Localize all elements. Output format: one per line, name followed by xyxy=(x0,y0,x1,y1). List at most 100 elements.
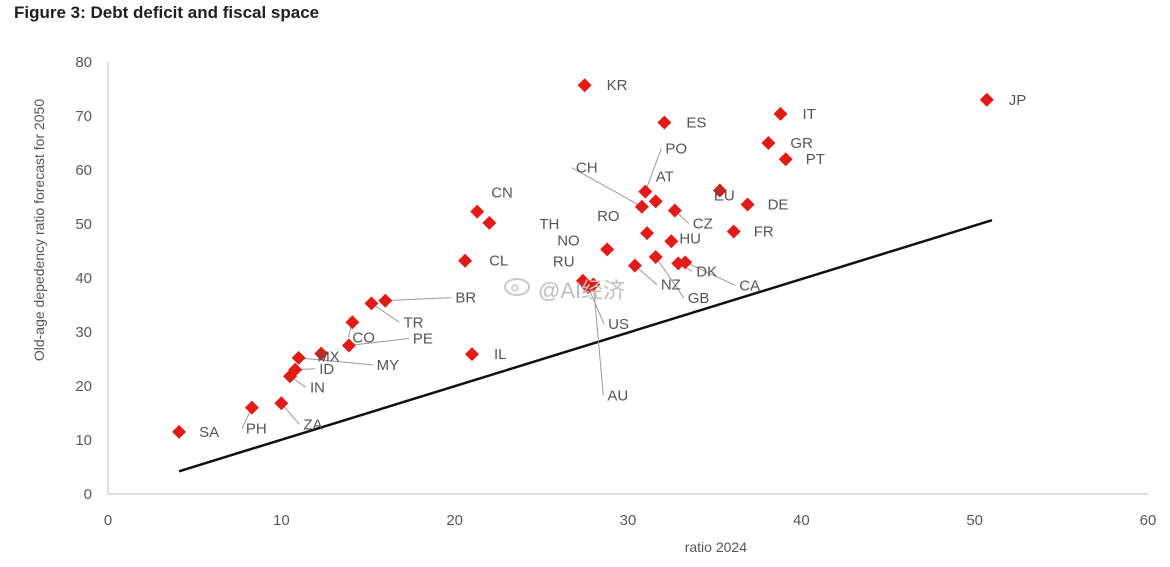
point-label-no: NO xyxy=(557,232,580,249)
point-label-co: CO xyxy=(352,329,375,346)
leader-line xyxy=(348,338,409,346)
data-point-pe xyxy=(341,338,356,353)
y-tick-label: 50 xyxy=(75,216,92,233)
point-label-cl: CL xyxy=(489,253,508,270)
leader-lines xyxy=(241,148,736,429)
data-point-id xyxy=(288,362,303,377)
data-point-nz xyxy=(627,258,642,273)
point-label-my: MY xyxy=(377,357,400,374)
y-tick-label: 70 xyxy=(75,108,92,125)
data-point-eu xyxy=(712,183,727,198)
point-label-mx: MX xyxy=(317,349,340,366)
data-point-il xyxy=(465,347,479,362)
point-label-tr: TR xyxy=(403,314,423,331)
y-tick-label: 0 xyxy=(84,486,92,503)
y-tick-label: 80 xyxy=(75,54,92,71)
point-label-au: AU xyxy=(607,387,628,404)
point-label-id: ID xyxy=(319,361,334,378)
data-point-my xyxy=(291,350,306,365)
data-point-cl xyxy=(458,253,473,268)
point-label-pe: PE xyxy=(413,331,433,348)
point-label-ph: PH xyxy=(246,421,267,438)
chart-axes: 0 10 20 30 40 50 60 70 80 0 10 20 30 40 50 60 ratio 2024… xyxy=(31,54,1156,555)
data-point-at xyxy=(648,194,663,209)
x-axis-title: ratio 2024 xyxy=(685,539,747,555)
x-tick-label: 60 xyxy=(1140,512,1157,529)
data-point-hu xyxy=(664,234,679,249)
y-tick-label: 10 xyxy=(75,432,92,449)
point-label-gb: GB xyxy=(688,290,710,307)
leader-line xyxy=(587,286,605,325)
data-point-tr xyxy=(364,296,379,311)
x-tick-label: 0 xyxy=(104,512,112,529)
point-label-gr: GR xyxy=(790,135,813,152)
point-label-br: BR xyxy=(455,290,476,307)
data-point-ch xyxy=(634,199,649,214)
point-label-th: TH xyxy=(539,216,559,233)
point-label-at: AT xyxy=(656,168,674,185)
leader-line xyxy=(644,148,662,192)
leader-line xyxy=(298,357,373,366)
x-tick-label: 40 xyxy=(793,512,810,529)
leader-line xyxy=(592,284,604,396)
point-label-za: ZA xyxy=(303,416,322,433)
data-point-de xyxy=(740,197,755,212)
point-label-ru: RU xyxy=(553,254,575,271)
point-label-cz: CZ xyxy=(693,216,713,233)
point-label-dk: DK xyxy=(696,263,717,280)
point-label-pt: PT xyxy=(806,151,825,168)
data-point-au xyxy=(586,277,601,292)
leader-line xyxy=(571,167,643,208)
x-tick-label: 30 xyxy=(620,512,637,529)
x-tick-label: 20 xyxy=(446,512,463,529)
data-point-cn xyxy=(470,204,485,219)
data-point-ro xyxy=(640,226,655,241)
data-point-ph xyxy=(244,400,259,415)
data-point-cz xyxy=(667,203,682,218)
point-label-hu: HU xyxy=(679,230,701,247)
data-point-za xyxy=(274,396,289,411)
point-label-po: PO xyxy=(665,141,687,158)
leader-line xyxy=(371,302,400,323)
point-label-cn: CN xyxy=(491,185,513,202)
y-tick-label: 60 xyxy=(75,162,92,179)
y-tick-label: 40 xyxy=(75,270,92,287)
point-label-eu: EU xyxy=(714,188,735,205)
point-label-sa: SA xyxy=(199,424,219,441)
point-label-il: IL xyxy=(494,346,507,363)
point-label-ca: CA xyxy=(739,277,760,294)
data-point-fr xyxy=(726,224,741,239)
data-point-gb xyxy=(648,249,663,264)
figure-title: Figure 3: Debt deficit and fiscal space xyxy=(14,3,320,22)
point-label-es: ES xyxy=(686,114,706,131)
point-label-ro: RO xyxy=(597,208,620,225)
data-point-it xyxy=(773,106,788,121)
data-point-es xyxy=(657,115,672,130)
data-point-ca xyxy=(678,255,693,270)
reference-line xyxy=(178,219,993,473)
data-point-co xyxy=(345,315,360,330)
y-axis-title: Old-age depedency ratio forecast for 205… xyxy=(31,99,47,361)
y-tick-label: 30 xyxy=(75,324,92,341)
point-label-in: IN xyxy=(310,379,325,396)
data-point-th xyxy=(482,215,497,230)
data-point-sa xyxy=(172,424,187,439)
watermark-text: @AI经济 xyxy=(538,278,626,303)
y-tick-label: 20 xyxy=(75,378,92,395)
reference-line-group xyxy=(178,219,993,473)
point-label-us: US xyxy=(608,316,629,333)
data-point-no xyxy=(600,242,615,257)
watermark-icon xyxy=(504,278,530,296)
leader-line xyxy=(655,256,685,299)
x-tick-label: 50 xyxy=(966,512,983,529)
point-label-it: IT xyxy=(803,106,816,123)
data-point-br xyxy=(378,293,393,308)
point-label-fr: FR xyxy=(754,224,774,241)
data-point-po xyxy=(638,184,653,199)
data-point-pt xyxy=(778,152,793,167)
point-label-kr: KR xyxy=(607,77,628,94)
leader-line xyxy=(385,297,452,302)
data-point-mx xyxy=(314,346,329,361)
data-point-kr xyxy=(577,78,592,93)
